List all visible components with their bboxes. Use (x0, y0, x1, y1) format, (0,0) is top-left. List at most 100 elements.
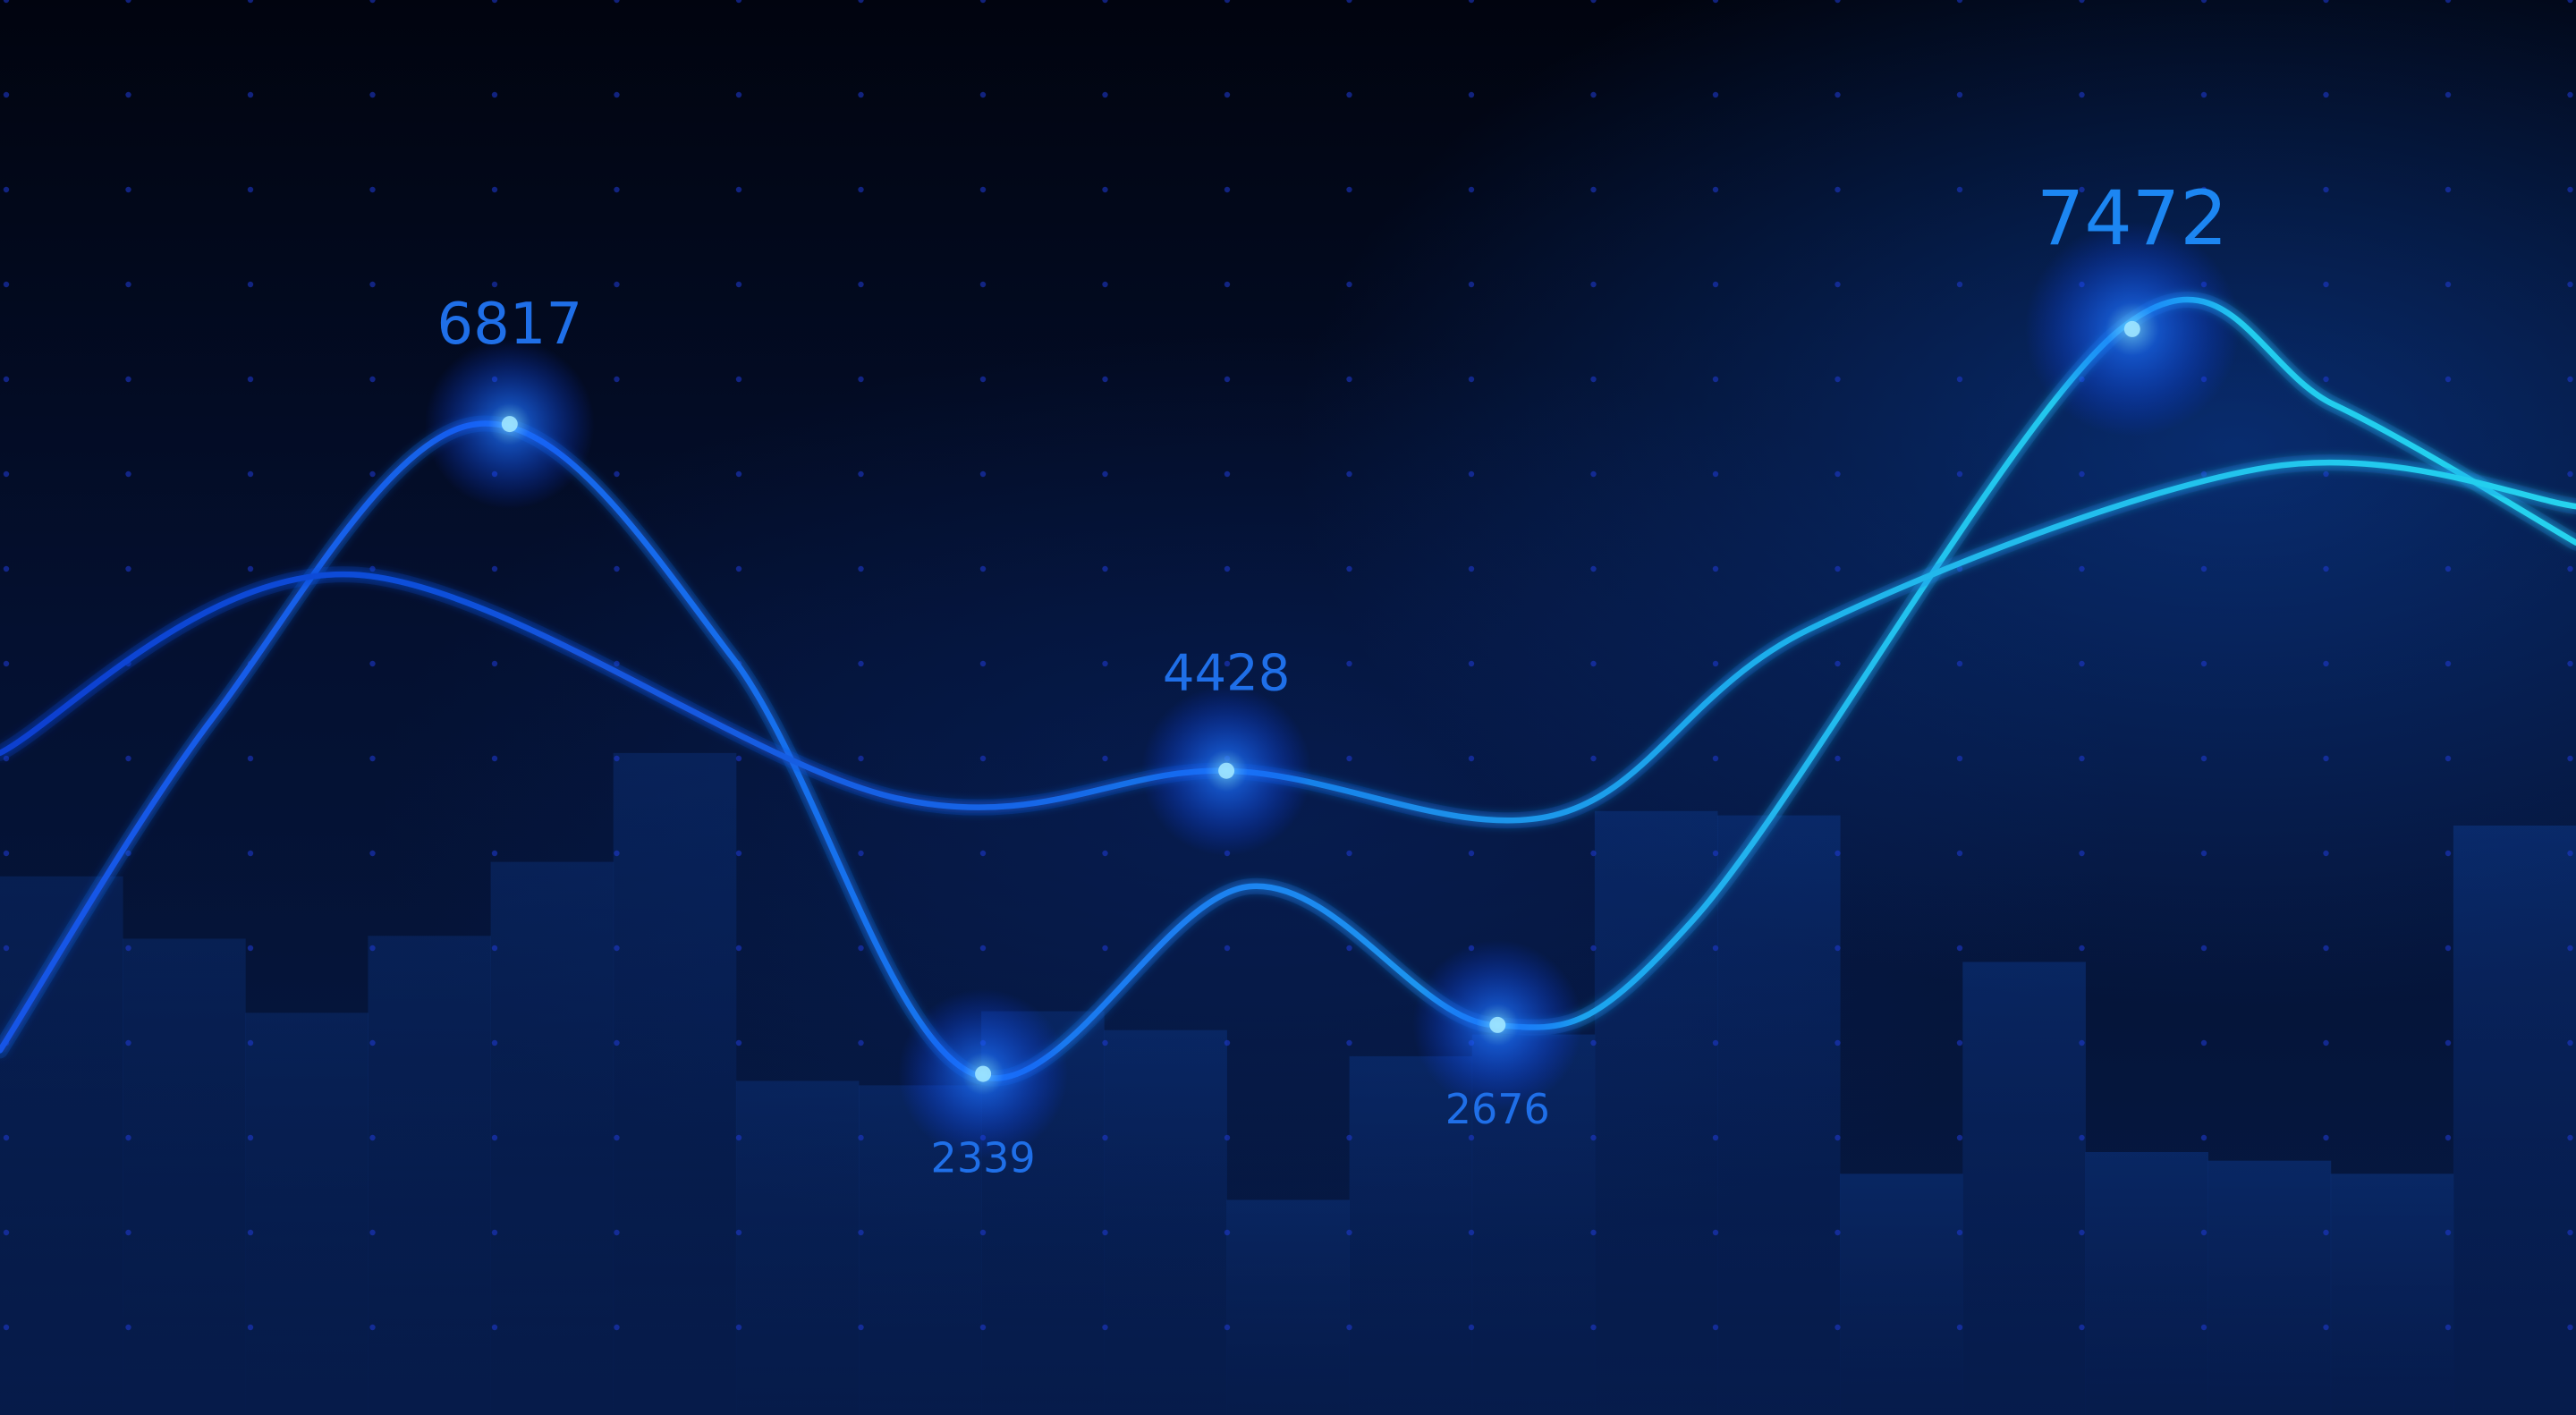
grid-dot (858, 565, 864, 572)
grid-dot (1712, 186, 1719, 193)
grid-dot (2323, 91, 2329, 98)
grid-dot (2079, 470, 2085, 478)
grid-dot (979, 850, 987, 857)
grid-dot (1590, 376, 1597, 383)
grid-dot (614, 755, 620, 762)
grid-dot (3, 1229, 10, 1236)
grid-dot (2079, 1229, 2085, 1236)
grid-dot (2323, 755, 2329, 762)
grid-dot (1956, 470, 1963, 478)
grid-dot (247, 755, 254, 762)
background-bar (2207, 1160, 2332, 1415)
grid-dot (2567, 660, 2573, 667)
grid-dot (979, 376, 987, 383)
background-bar (368, 936, 491, 1415)
grid-dot (369, 376, 376, 383)
grid-dot (1590, 1229, 1597, 1236)
grid-dot (1468, 91, 1475, 98)
grid-dot (1712, 1039, 1719, 1046)
grid-dot (2445, 91, 2452, 98)
grid-dot (1590, 755, 1597, 762)
grid-dot (979, 945, 987, 952)
grid-dot (2323, 281, 2329, 288)
grid-dot (1224, 0, 1231, 4)
grid-dot (1956, 281, 1963, 288)
grid-dot (735, 186, 742, 193)
background-bar (0, 876, 123, 1415)
grid-dot (1468, 1134, 1475, 1141)
grid-dot (369, 1229, 376, 1236)
grid-dot (1346, 945, 1352, 952)
grid-dot (1835, 660, 1841, 667)
grid-dot (2200, 945, 2207, 952)
grid-dot (3, 755, 10, 762)
grid-dot (614, 91, 620, 98)
grid-dot (1956, 660, 1963, 667)
grid-dot (1956, 1134, 1963, 1141)
grid-dot (2323, 850, 2329, 857)
grid-dot (1346, 470, 1352, 478)
grid-dot (858, 281, 864, 288)
grid-dot (1590, 186, 1597, 193)
grid-dot (1468, 470, 1475, 478)
grid-dot (2079, 91, 2085, 98)
grid-dot (1712, 1229, 1719, 1236)
grid-dot (735, 755, 742, 762)
grid-dot (1346, 91, 1352, 98)
grid-dot (1956, 565, 1963, 572)
grid-dot (1468, 850, 1475, 857)
grid-dot (1956, 755, 1963, 762)
grid-dot (2445, 1134, 2452, 1141)
grid-dot (2079, 660, 2085, 667)
grid-dot (491, 1324, 498, 1331)
grid-dot (2445, 755, 2452, 762)
grid-dot (735, 376, 742, 383)
grid-dot (614, 376, 620, 383)
grid-dot (2079, 850, 2085, 857)
grid-dot (979, 0, 987, 4)
grid-dot (614, 565, 620, 572)
grid-dot (2445, 1039, 2452, 1046)
grid-dot (614, 1039, 620, 1046)
grid-dot (1590, 470, 1597, 478)
grid-dot (2079, 755, 2085, 762)
grid-dot (1346, 1324, 1352, 1331)
grid-dot (1590, 0, 1597, 4)
grid-dot (247, 945, 254, 952)
grid-dot (2079, 1039, 2085, 1046)
grid-dot (979, 755, 987, 762)
grid-dot (125, 850, 131, 857)
grid-dot (1956, 850, 1963, 857)
grid-dot (1224, 945, 1231, 952)
grid-dot (2567, 91, 2573, 98)
grid-dot (369, 1324, 376, 1331)
grid-dot (1712, 0, 1719, 4)
background-bar (2330, 1174, 2454, 1415)
grid-dot (735, 945, 742, 952)
grid-dot (735, 1039, 742, 1046)
grid-dot (2567, 1039, 2573, 1046)
grid-dot (1712, 945, 1719, 952)
grid-dot (858, 660, 864, 667)
grid-dot (1468, 186, 1475, 193)
grid-dot (247, 186, 254, 193)
grid-dot (2323, 376, 2329, 383)
grid-dot (1835, 1134, 1841, 1141)
grid-dot (2200, 1229, 2207, 1236)
grid-dot (2567, 0, 2573, 4)
grid-dot (2323, 565, 2329, 572)
grid-dot (858, 376, 864, 383)
grid-dot (3, 1324, 10, 1331)
grid-dot (1102, 1324, 1108, 1331)
grid-dot (1590, 1039, 1597, 1046)
background-bar (1226, 1199, 1350, 1415)
grid-dot (2445, 565, 2452, 572)
grid-dot (1835, 945, 1841, 952)
grid-dot (1346, 1039, 1352, 1046)
grid-dot (1835, 281, 1841, 288)
grid-dot (125, 376, 131, 383)
grid-dot (858, 91, 864, 98)
grid-dot (1712, 91, 1719, 98)
grid-dot (1224, 1134, 1231, 1141)
